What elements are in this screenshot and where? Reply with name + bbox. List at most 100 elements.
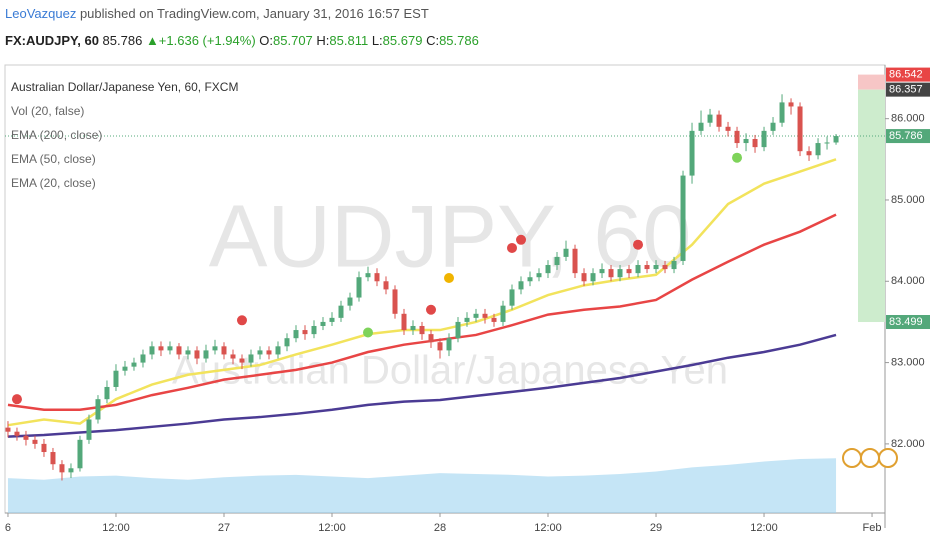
candle-body — [266, 350, 272, 355]
price-label: 83.499 — [889, 316, 923, 328]
signal-dot — [732, 152, 743, 163]
candle-body — [41, 443, 47, 453]
candle-body — [734, 130, 740, 144]
candle-body — [797, 106, 803, 152]
candle-body — [68, 468, 74, 473]
candle-body — [14, 431, 20, 436]
candle-body — [410, 325, 416, 331]
candle-body — [833, 136, 839, 143]
candle-body — [338, 305, 344, 318]
candle-body — [635, 265, 641, 274]
candle-body — [743, 138, 749, 144]
ohlc-label: C: — [426, 33, 440, 48]
candle-body — [275, 346, 281, 355]
candle-body — [95, 399, 101, 420]
signal-dot — [633, 239, 644, 250]
legend-line: Australian Dollar/Japanese Yen, 60, FXCM — [11, 80, 238, 94]
candle-body — [815, 143, 821, 156]
candle-body — [680, 175, 686, 261]
x-tick-label: 28 — [434, 522, 446, 534]
candle-body — [725, 126, 731, 131]
candle-body — [770, 122, 776, 131]
legend-line: Vol (20, false) — [11, 104, 84, 118]
candle-body — [374, 273, 380, 282]
volume-area — [7, 458, 837, 513]
candle-body — [788, 102, 794, 107]
y-tick-label: 86.000 — [891, 113, 925, 125]
candle-body — [149, 346, 155, 355]
event-icon[interactable] — [878, 448, 898, 468]
event-icons — [842, 448, 898, 468]
price-label: 86.357 — [889, 84, 923, 96]
candle-body — [752, 138, 758, 148]
signal-dot — [362, 327, 373, 338]
event-icon[interactable] — [842, 448, 862, 468]
signal-dot — [516, 234, 527, 245]
candle-body — [644, 265, 650, 270]
candle-body — [689, 130, 695, 176]
candle-body — [104, 386, 110, 400]
plot-frame — [4, 64, 886, 514]
price-label: 85.786 — [889, 130, 923, 142]
candle-body — [392, 289, 398, 314]
price-label-box — [886, 67, 930, 82]
candle-body — [212, 346, 218, 351]
signal-dot — [11, 394, 22, 405]
candle-body — [455, 321, 461, 339]
candle-body — [59, 464, 65, 473]
candle-body — [248, 354, 254, 363]
candle-body — [707, 114, 713, 123]
candle-body — [446, 338, 452, 351]
candle-body — [113, 370, 119, 387]
candle-body — [563, 248, 569, 257]
change: ▲+1.636 (+1.94%) — [145, 33, 256, 48]
candle-body — [536, 273, 542, 278]
candle-body — [302, 330, 308, 335]
signal-dot — [236, 315, 247, 326]
signal-dot — [507, 242, 518, 253]
candle-body — [806, 151, 812, 156]
ema-line — [7, 213, 837, 411]
candle-body — [176, 346, 182, 355]
author-link[interactable]: LeoVazquez — [5, 6, 77, 21]
x-tick-label: 6 — [5, 522, 11, 534]
candle-body — [545, 265, 551, 274]
candle-body — [32, 439, 38, 444]
x-tick-label: 12:00 — [750, 522, 778, 534]
candle-body — [653, 265, 659, 270]
candle-body — [491, 317, 497, 322]
candle-body — [464, 317, 470, 322]
candle-body — [257, 350, 263, 355]
candle-body — [140, 354, 146, 363]
ohlc-label: O: — [259, 33, 274, 48]
symbol-bar: FX:AUDJPY, 60 85.786 ▲+1.636 (+1.94%) O:… — [5, 33, 479, 48]
stop-zone — [858, 74, 885, 90]
price-label: 86.542 — [889, 69, 923, 81]
candle-body — [824, 142, 830, 144]
candle-body — [122, 366, 128, 371]
candle-body — [158, 346, 164, 351]
candle-body — [527, 277, 533, 282]
candle-body — [401, 313, 407, 331]
candle-body — [698, 122, 704, 131]
x-tick-label: 12:00 — [318, 522, 346, 534]
candle-body — [185, 350, 191, 355]
signal-dot — [426, 304, 437, 315]
event-icon[interactable] — [860, 448, 880, 468]
candle-body — [626, 269, 632, 274]
last-price: 85.786 — [102, 33, 143, 48]
legend-line: EMA (50, close) — [11, 152, 96, 166]
target-zone — [858, 89, 885, 323]
candle-body — [509, 289, 515, 306]
ema-line — [7, 333, 837, 438]
symbol-name: FX:AUDJPY, 60 — [5, 33, 99, 48]
candle-body — [320, 321, 326, 326]
candle-body — [230, 354, 236, 359]
candle-body — [617, 269, 623, 278]
candle-body — [311, 325, 317, 335]
ohlc-value: 85.707 — [273, 33, 313, 48]
candle-body — [761, 130, 767, 148]
watermark: Australian Dollar/Japanese Yen — [172, 349, 728, 393]
price-label-box — [886, 315, 930, 330]
